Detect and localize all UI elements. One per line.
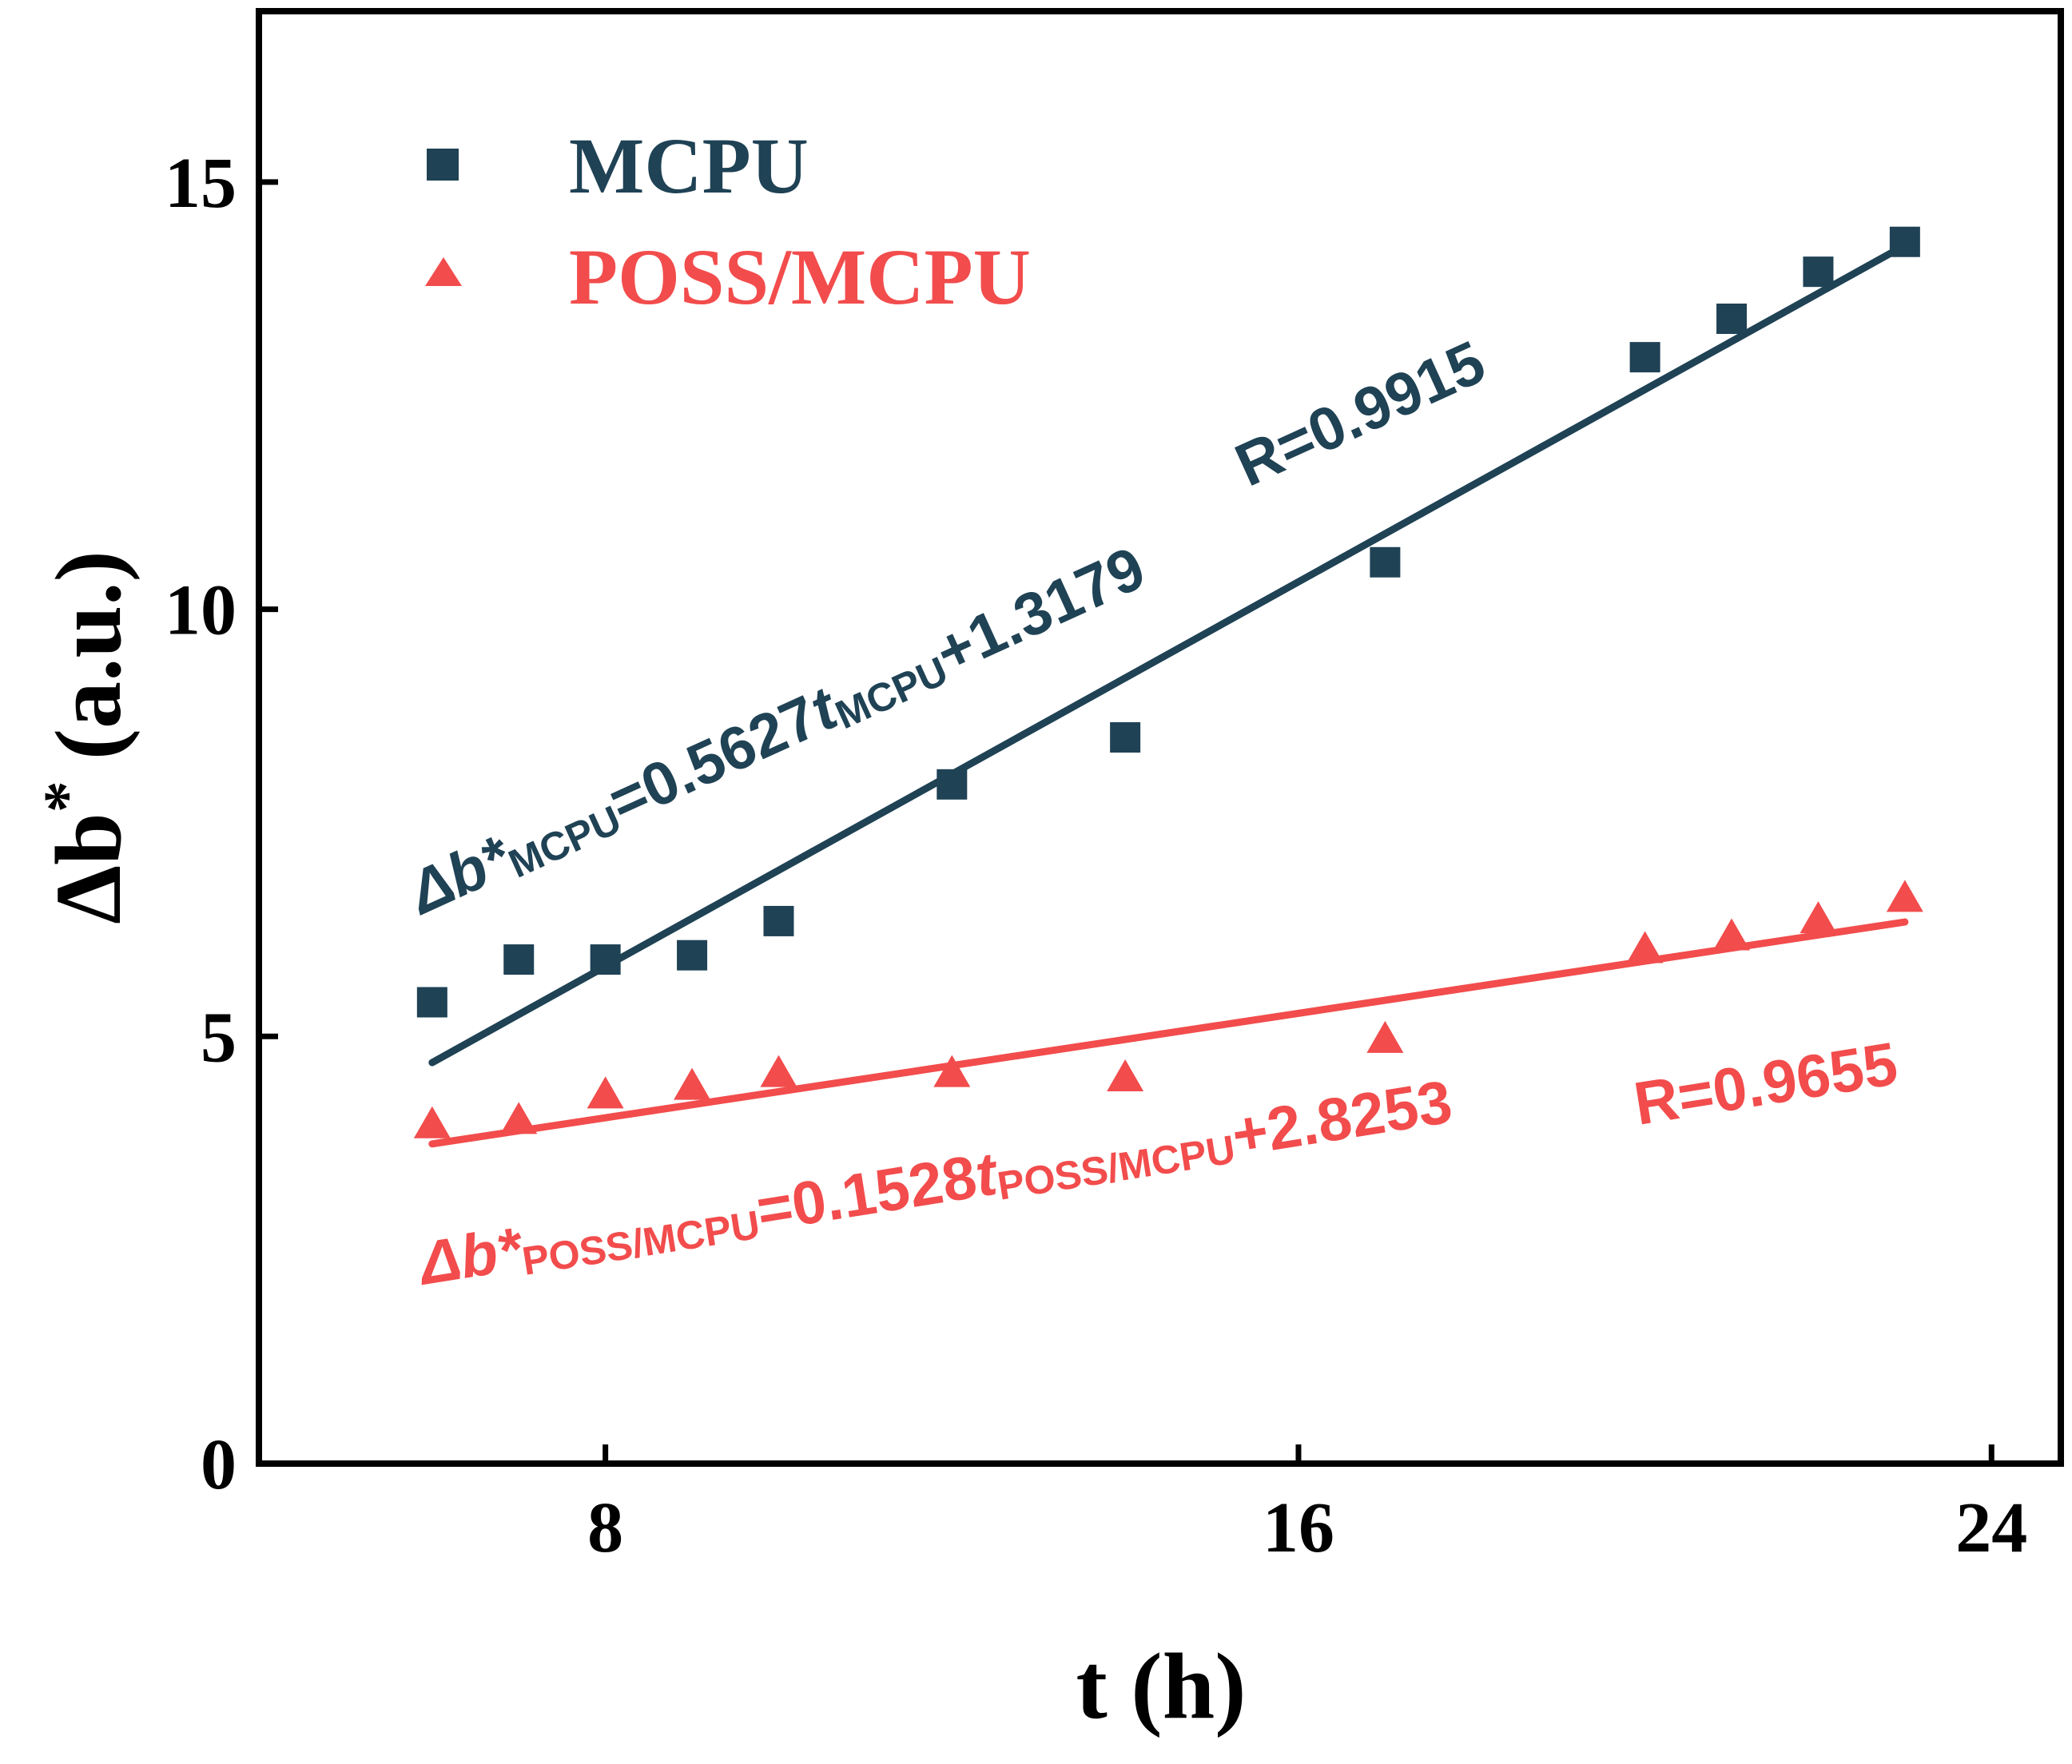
equation-poss-mcpu-sub1: POSS/MCPU [519,1202,763,1284]
point-poss-mcpu-2 [587,1076,624,1109]
point-mcpu-8 [1629,342,1660,373]
r-value-mcpu: R=0.9915 [1226,328,1495,500]
equation-poss-mcpu-sub2: POSS/MCPU [994,1126,1238,1208]
x-axis-title: t (h) [1076,1634,1246,1738]
plot-frame [256,8,2064,1467]
x-tick-label-24: 24 [1955,1488,2027,1567]
point-mcpu-5 [937,769,968,800]
equation-mcpu-sub1: MCPU [502,797,627,887]
y-axis-title-star: * [32,781,102,812]
y-axis-ticks: 0 5 10 15 [165,144,278,1504]
x-tick-label-8: 8 [587,1488,623,1567]
y-axis-title-unit: (a.u.) [36,550,141,760]
point-poss-mcpu-9 [1713,918,1751,951]
equation-mcpu-tail: +1.3179 [925,534,1155,687]
x-tick-label-16: 16 [1263,1488,1334,1567]
point-poss-mcpu-1 [500,1102,538,1134]
data-markers [413,226,1923,1138]
equation-poss-mcpu-tail: +2.8253 [1227,1068,1457,1170]
point-mcpu-3 [677,940,708,971]
fit-line-mcpu [428,241,1909,1067]
r-value-poss-mcpu-group: R=0.9655 [1629,1030,1902,1138]
equation-poss-mcpu: Δb*POSS/MCPU=0.1528tPOSS/MCPU+2.8253 [412,1068,1457,1301]
point-mcpu-7 [1370,546,1401,578]
y-tick-label-0: 0 [201,1425,237,1504]
y-axis-title-symbol: Δb [36,812,141,924]
equation-mcpu-sub2: MCPU [829,648,954,737]
point-poss-mcpu-0 [413,1106,451,1138]
point-poss-mcpu-6 [1107,1059,1144,1091]
y-tick-label-10: 10 [165,571,237,650]
point-poss-mcpu-4 [760,1055,797,1087]
point-poss-mcpu-11 [1886,880,1923,912]
legend-marker-poss-mcpu [425,257,462,286]
legend: MCPU POSS/MCPU [425,121,1031,321]
equation-poss-mcpu-symbol: Δb* [412,1214,528,1298]
equation-mcpu-symbol: Δb* [397,822,523,928]
point-poss-mcpu-8 [1626,931,1664,963]
equation-mcpu-middle: =0.5627 [599,683,828,836]
y-tick-label-5: 5 [201,998,237,1077]
equation-poss-mcpu-group: Δb*POSS/MCPU=0.1528tPOSS/MCPU+2.8253 [412,1068,1457,1301]
legend-label-poss-mcpu: POSS/MCPU [569,232,1031,321]
point-mcpu-6 [1110,722,1141,753]
y-axis-title-group: Δb* (a.u.) [32,550,141,924]
point-poss-mcpu-3 [674,1067,711,1100]
fit-lines [428,241,1909,1148]
legend-marker-mcpu [427,149,459,181]
x-axis-ticks: 8 16 24 [587,1444,2027,1567]
point-poss-mcpu-7 [1366,1020,1404,1053]
equation-poss-mcpu-middle: =0.1528 [752,1143,981,1245]
r-value-mcpu-group: R=0.9915 [1226,328,1495,500]
y-tick-label-15: 15 [165,144,237,223]
point-mcpu-11 [1889,226,1920,257]
point-mcpu-9 [1716,303,1748,334]
legend-label-mcpu: MCPU [569,121,809,210]
point-mcpu-10 [1803,256,1834,288]
point-poss-mcpu-10 [1800,901,1837,934]
point-mcpu-2 [590,944,621,975]
point-mcpu-4 [763,905,794,936]
r-value-poss-mcpu: R=0.9655 [1629,1030,1902,1138]
point-mcpu-1 [503,944,535,975]
y-axis-title: Δb* (a.u.) [32,550,141,924]
point-mcpu-0 [416,987,447,1018]
point-poss-mcpu-5 [933,1055,971,1087]
